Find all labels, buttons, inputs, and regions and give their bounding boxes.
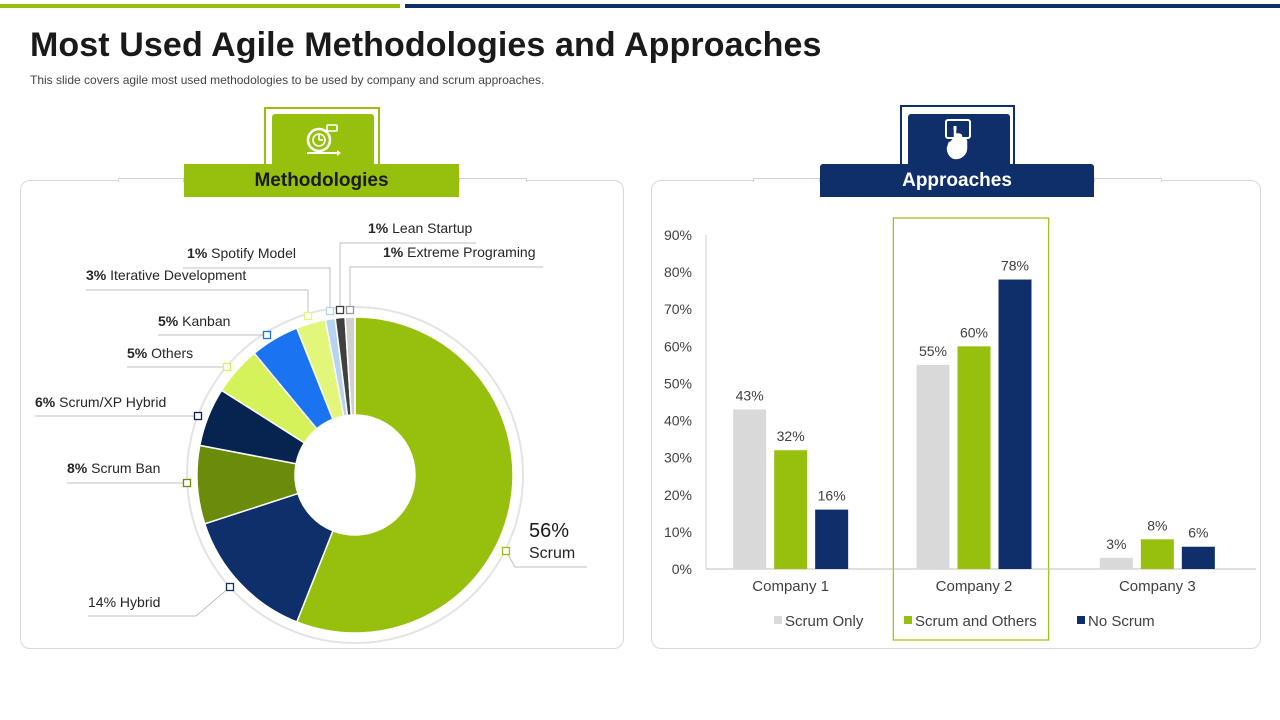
legend-label-no-scrum: No Scrum	[1088, 613, 1155, 630]
panel-decor-line	[1094, 178, 1162, 182]
legend-label-scrum-only: Scrum Only	[785, 613, 864, 630]
bar-scrum-and-others-company-1	[774, 450, 808, 569]
donut-leader-scrum	[505, 550, 587, 568]
donut-marker-lean-startup	[335, 305, 345, 315]
bar-scrum-only-company-3	[1099, 557, 1133, 569]
x-category-label-company-1: Company 1	[752, 578, 829, 595]
bar-value-label: 78%	[1001, 258, 1029, 274]
y-tick-label: 50%	[664, 375, 692, 391]
donut-label-hybrid: 14% Hybrid	[88, 594, 160, 610]
bar-value-label: 8%	[1147, 517, 1167, 533]
donut-chart: 56% Scrum 14% Hybrid 8% Scrum Ban 6% Scrum/X…	[35, 220, 587, 644]
y-tick-label: 80%	[664, 264, 692, 280]
donut-marker-iterative-development	[303, 311, 313, 321]
bar-value-label: 60%	[960, 324, 988, 340]
y-tick-label: 0%	[672, 561, 692, 577]
methodologies-icon-box	[272, 114, 374, 164]
bar-no-scrum-company-2	[998, 279, 1032, 569]
slide-subtitle: This slide covers agile most used method…	[30, 73, 545, 87]
y-tick-label: 40%	[664, 413, 692, 429]
donut-slice-scrum	[295, 316, 514, 634]
bar-value-label: 32%	[777, 428, 805, 444]
bar-chart: 0% 10% 20% 30% 40% 50% 60% 70% 80% 90% 43% 32% 16% Co…	[664, 217, 1256, 641]
tap-hand-icon	[945, 119, 971, 160]
legend-swatch-no-scrum	[1077, 616, 1085, 624]
slide-title: Most Used Agile Methodologies and Approa…	[30, 26, 822, 64]
donut-marker-scrum-ban	[182, 478, 192, 488]
donut-label-scrum-ban: 8% Scrum Ban	[67, 460, 160, 476]
donut-leader-hybrid	[88, 586, 231, 617]
donut-marker-scrum	[501, 546, 511, 556]
y-tick-label: 30%	[664, 450, 692, 466]
bar-no-scrum-company-3	[1181, 546, 1215, 569]
bar-scrum-and-others-company-2	[957, 346, 991, 569]
donut-label-scrum: 56% Scrum	[529, 520, 575, 562]
donut-marker-hybrid	[225, 582, 235, 592]
x-category-label-company-3: Company 3	[1119, 578, 1196, 595]
donut-leader-spotify-model	[183, 267, 331, 311]
panel-decor-line	[459, 178, 527, 182]
y-tick-label: 70%	[664, 301, 692, 317]
approaches-header: Approaches	[820, 164, 1094, 197]
bar-scrum-only-company-2	[916, 364, 950, 569]
bar-scrum-only-company-1	[733, 409, 767, 569]
donut-label-iterative-development: 3% Iterative Development	[86, 267, 246, 283]
donut-marker-scrum-xp-hybrid	[193, 411, 203, 421]
donut-leader-extreme-programing	[349, 266, 543, 310]
donut-slice-extreme-programing	[344, 316, 356, 416]
bar-no-scrum-company-1	[815, 509, 849, 569]
bar-value-label: 16%	[818, 488, 846, 504]
bar-value-label: 43%	[736, 387, 764, 403]
donut-label-others: 5% Others	[127, 345, 193, 361]
donut-leader-lean-startup	[339, 242, 476, 310]
approaches-icon-box	[908, 114, 1010, 164]
y-tick-label: 10%	[664, 524, 692, 540]
donut-marker-extreme-programing	[345, 305, 355, 315]
legend-label-scrum-and-others: Scrum and Others	[915, 613, 1037, 630]
donut-marker-spotify-model	[325, 306, 335, 316]
donut-slice-hybrid	[203, 492, 334, 623]
top-accent-navy	[405, 4, 1280, 8]
cycle-timer-icon	[306, 124, 341, 156]
donut-label-extreme-programing: 1% Extreme Programing	[383, 244, 536, 260]
bar-value-label: 6%	[1188, 525, 1208, 541]
legend-swatch-scrum-only	[774, 616, 782, 624]
donut-label-spotify-model: 1% Spotify Model	[187, 245, 296, 261]
y-tick-label: 20%	[664, 487, 692, 503]
y-tick-label: 90%	[664, 227, 692, 243]
legend-swatch-scrum-and-others	[904, 616, 912, 624]
bar-value-label: 3%	[1106, 536, 1126, 552]
bar-scrum-and-others-company-3	[1140, 539, 1174, 569]
x-category-label-company-2: Company 2	[936, 578, 1013, 595]
panel-decor-line	[118, 178, 184, 182]
panel-decor-line	[753, 178, 820, 182]
donut-marker-kanban	[262, 330, 272, 340]
donut-label-lean-startup: 1% Lean Startup	[368, 220, 473, 236]
y-tick-label: 60%	[664, 338, 692, 354]
donut-label-kanban: 5% Kanban	[158, 313, 230, 329]
bar-value-label: 55%	[919, 343, 947, 359]
donut-leader-iterative-development	[86, 289, 309, 316]
methodologies-header: Methodologies	[184, 164, 459, 197]
top-accent-green	[0, 4, 400, 8]
donut-marker-others	[222, 362, 232, 372]
donut-label-scrum-xp-hybrid: 6% Scrum/XP Hybrid	[35, 394, 166, 410]
highlight-box	[892, 217, 1050, 641]
